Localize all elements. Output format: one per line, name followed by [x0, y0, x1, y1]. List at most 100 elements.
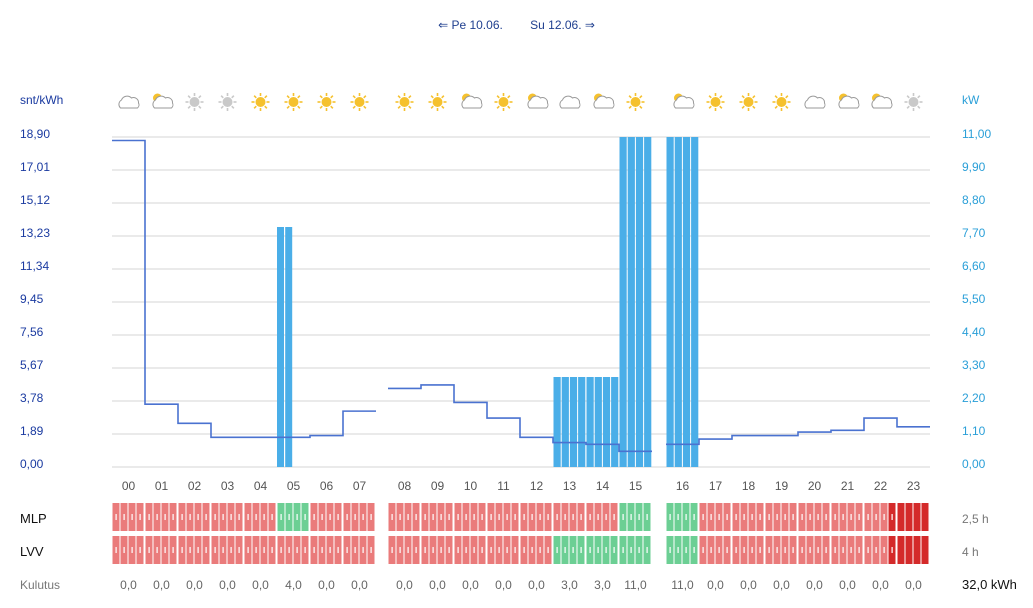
date-navigation: ⇐ Pe 10.06. Su 12.06. ⇒ — [0, 18, 1033, 32]
hour-label: 13 — [563, 479, 577, 493]
schedule-cell[interactable] — [798, 503, 830, 531]
schedule-cell[interactable] — [520, 536, 552, 564]
y-left-tick-label: 17,01 — [20, 160, 50, 174]
hour-label: 17 — [709, 479, 723, 493]
consumption-value: 0,0 — [396, 578, 413, 592]
y-right-tick-label: 7,70 — [962, 226, 986, 240]
hour-label: 12 — [530, 479, 544, 493]
hour-label: 10 — [464, 479, 478, 493]
power-bar-segment — [578, 377, 586, 467]
schedule-cell[interactable] — [765, 503, 797, 531]
schedule-cell[interactable] — [487, 536, 519, 564]
schedule-cell[interactable] — [831, 503, 863, 531]
schedule-cell[interactable] — [699, 503, 731, 531]
schedule-cell[interactable] — [699, 536, 731, 564]
schedule-cell[interactable] — [388, 536, 420, 564]
schedule-cell[interactable] — [178, 503, 210, 531]
schedule-cell[interactable] — [666, 536, 698, 564]
schedule-cell[interactable] — [277, 503, 309, 531]
sun-icon — [350, 93, 369, 111]
schedule-cell[interactable] — [421, 503, 453, 531]
hour-label: 11 — [497, 479, 510, 493]
schedule-cell[interactable] — [732, 536, 764, 564]
schedule-cell[interactable] — [765, 536, 797, 564]
schedule-cell[interactable] — [732, 503, 764, 531]
consumption-value: 11,0 — [671, 578, 694, 592]
sun-icon — [772, 93, 791, 111]
power-bar-segment — [285, 227, 293, 467]
cloud-icon — [559, 95, 581, 109]
schedule-cell[interactable] — [520, 503, 552, 531]
power-bar-segment — [611, 377, 619, 467]
price-line — [388, 384, 652, 453]
hour-label: 07 — [353, 479, 367, 493]
schedule-cell[interactable] — [178, 536, 210, 564]
y-right-tick-label: 9,90 — [962, 160, 986, 174]
consumption-value: 0,0 — [806, 578, 823, 592]
partly-cloudy-icon — [527, 93, 549, 109]
consumption-value: 11,0 — [624, 578, 647, 592]
schedule-cell[interactable] — [666, 503, 698, 531]
schedule-cell[interactable] — [343, 536, 375, 564]
schedule-cell[interactable] — [586, 503, 618, 531]
hour-label: 22 — [874, 479, 888, 493]
schedule-cell[interactable] — [211, 503, 243, 531]
schedule-cell[interactable] — [145, 503, 177, 531]
schedule-cell[interactable] — [619, 536, 651, 564]
schedule-cell[interactable] — [244, 536, 276, 564]
schedule-cell[interactable] — [454, 536, 486, 564]
consumption-total: 32,0 kWh — [962, 577, 1017, 592]
schedule-cell[interactable] — [619, 503, 651, 531]
schedule-cell[interactable] — [112, 503, 144, 531]
prev-day-link[interactable]: ⇐ Pe 10.06. — [438, 18, 503, 32]
hour-label: 19 — [775, 479, 789, 493]
consumption-value: 0,0 — [839, 578, 856, 592]
schedule-cell[interactable] — [586, 536, 618, 564]
power-bar — [619, 137, 652, 467]
schedule-cell[interactable] — [454, 503, 486, 531]
power-bar-segment — [619, 137, 627, 467]
schedule-cell[interactable] — [388, 503, 420, 531]
hour-label: 16 — [676, 479, 690, 493]
consumption-value: 0,0 — [429, 578, 446, 592]
schedule-cell[interactable] — [798, 536, 830, 564]
schedule-cell[interactable] — [244, 503, 276, 531]
row-total: 4 h — [962, 545, 979, 559]
power-bar-segment — [602, 377, 611, 467]
power-bar — [553, 377, 586, 467]
schedule-cell[interactable] — [897, 503, 929, 531]
schedule-cell[interactable] — [310, 536, 342, 564]
power-bar — [586, 377, 619, 467]
schedule-cell[interactable] — [343, 503, 375, 531]
power-bar-segment — [561, 377, 569, 467]
schedule-cell[interactable] — [487, 503, 519, 531]
consumption-label: Kulutus — [20, 578, 60, 592]
y-right-tick-label: 8,80 — [962, 193, 986, 207]
schedule-cell[interactable] — [421, 536, 453, 564]
schedule-cell[interactable] — [864, 503, 896, 531]
schedule-cell[interactable] — [145, 536, 177, 564]
next-day-link[interactable]: Su 12.06. ⇒ — [530, 18, 595, 32]
hour-label: 02 — [188, 479, 202, 493]
consumption-value: 3,0 — [561, 578, 578, 592]
y-right-tick-label: 11,00 — [962, 127, 991, 141]
hour-label: 04 — [254, 479, 268, 493]
row-total: 2,5 h — [962, 512, 989, 526]
schedule-cell[interactable] — [112, 536, 144, 564]
partly-cloudy-icon — [838, 93, 860, 109]
consumption-value: 0,0 — [740, 578, 757, 592]
schedule-cell[interactable] — [277, 536, 309, 564]
sun-icon — [284, 93, 303, 111]
schedule-cell[interactable] — [211, 536, 243, 564]
price-line — [112, 139, 376, 439]
schedule-cell[interactable] — [553, 536, 585, 564]
schedule-cell[interactable] — [864, 536, 896, 564]
schedule-cell[interactable] — [553, 503, 585, 531]
power-bar-segment — [594, 377, 602, 467]
power-bar-segment — [553, 377, 561, 467]
schedule-cell[interactable] — [897, 536, 929, 564]
schedule-cell[interactable] — [831, 536, 863, 564]
schedule-cell[interactable] — [310, 503, 342, 531]
y-right-tick-label: 3,30 — [962, 358, 986, 372]
sun-icon — [317, 93, 336, 111]
